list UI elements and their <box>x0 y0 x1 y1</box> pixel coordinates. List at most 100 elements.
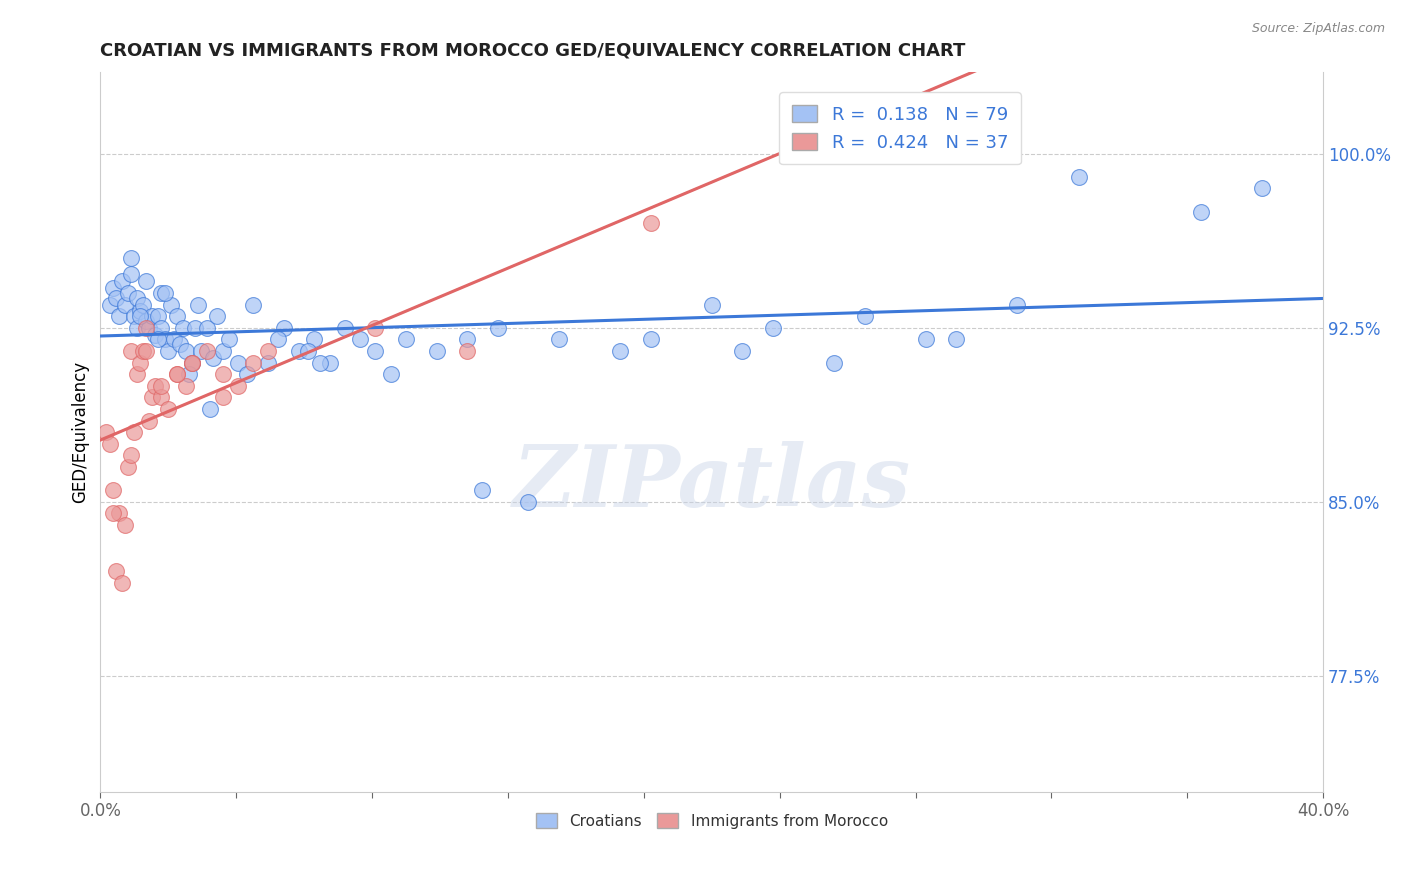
Point <box>426 343 449 358</box>
Point <box>153 285 176 300</box>
Point <box>731 343 754 358</box>
Point <box>138 320 160 334</box>
Point <box>914 332 936 346</box>
Point <box>945 332 967 346</box>
Point <box>184 320 207 334</box>
Point <box>166 367 188 381</box>
Point <box>159 297 181 311</box>
Point <box>98 297 121 311</box>
Point <box>823 355 845 369</box>
Point <box>114 518 136 533</box>
Point <box>125 291 148 305</box>
Point <box>174 378 197 392</box>
Point <box>125 367 148 381</box>
Point <box>304 332 326 346</box>
Point <box>141 390 163 404</box>
Point <box>181 355 204 369</box>
Point <box>195 343 218 358</box>
Point <box>1007 297 1029 311</box>
Point <box>129 355 152 369</box>
Point <box>101 507 124 521</box>
Point <box>187 297 209 311</box>
Point <box>318 355 340 369</box>
Point <box>129 304 152 318</box>
Point <box>380 367 402 381</box>
Point <box>122 309 145 323</box>
Point <box>195 320 218 334</box>
Point <box>349 332 371 346</box>
Point <box>174 343 197 358</box>
Point <box>226 378 249 392</box>
Point <box>211 343 233 358</box>
Point <box>190 343 212 358</box>
Point <box>122 425 145 440</box>
Point <box>177 367 200 381</box>
Point <box>166 309 188 323</box>
Point <box>211 367 233 381</box>
Point <box>456 343 478 358</box>
Legend: Croatians, Immigrants from Morocco: Croatians, Immigrants from Morocco <box>530 807 894 835</box>
Point <box>135 320 157 334</box>
Point <box>96 425 118 440</box>
Point <box>138 414 160 428</box>
Point <box>548 332 571 346</box>
Point <box>117 285 139 300</box>
Point <box>120 343 142 358</box>
Point <box>640 332 662 346</box>
Point <box>120 251 142 265</box>
Point <box>333 320 356 334</box>
Point <box>163 332 186 346</box>
Text: CROATIAN VS IMMIGRANTS FROM MOROCCO GED/EQUIVALENCY CORRELATION CHART: CROATIAN VS IMMIGRANTS FROM MOROCCO GED/… <box>100 42 966 60</box>
Point <box>200 402 222 417</box>
Point <box>135 314 157 328</box>
Point <box>1251 181 1274 195</box>
Point <box>202 351 225 365</box>
Point <box>517 495 540 509</box>
Point <box>98 437 121 451</box>
Point <box>156 402 179 417</box>
Point <box>288 343 311 358</box>
Point <box>156 343 179 358</box>
Point <box>181 355 204 369</box>
Point <box>166 367 188 381</box>
Point <box>456 332 478 346</box>
Point <box>117 460 139 475</box>
Point <box>1067 169 1090 184</box>
Point <box>107 309 129 323</box>
Point <box>211 390 233 404</box>
Point <box>273 320 295 334</box>
Point <box>150 390 173 404</box>
Point <box>111 274 134 288</box>
Point <box>218 332 240 346</box>
Point <box>148 332 170 346</box>
Point <box>104 565 127 579</box>
Point <box>145 378 167 392</box>
Point <box>257 343 280 358</box>
Point <box>172 320 194 334</box>
Point <box>129 309 152 323</box>
Point <box>1189 204 1212 219</box>
Point <box>609 343 631 358</box>
Point <box>111 576 134 591</box>
Point <box>471 483 494 498</box>
Point <box>150 285 173 300</box>
Point <box>107 507 129 521</box>
Point <box>169 337 191 351</box>
Point <box>364 343 387 358</box>
Point <box>148 309 170 323</box>
Point <box>297 343 319 358</box>
Point <box>364 320 387 334</box>
Point <box>762 320 785 334</box>
Point <box>120 449 142 463</box>
Point <box>257 355 280 369</box>
Point <box>236 367 259 381</box>
Text: ZIPatlas: ZIPatlas <box>513 441 911 524</box>
Point <box>266 332 288 346</box>
Point <box>395 332 418 346</box>
Point <box>242 297 264 311</box>
Point <box>141 309 163 323</box>
Point <box>486 320 509 334</box>
Point <box>104 291 127 305</box>
Point <box>205 309 228 323</box>
Point <box>145 327 167 342</box>
